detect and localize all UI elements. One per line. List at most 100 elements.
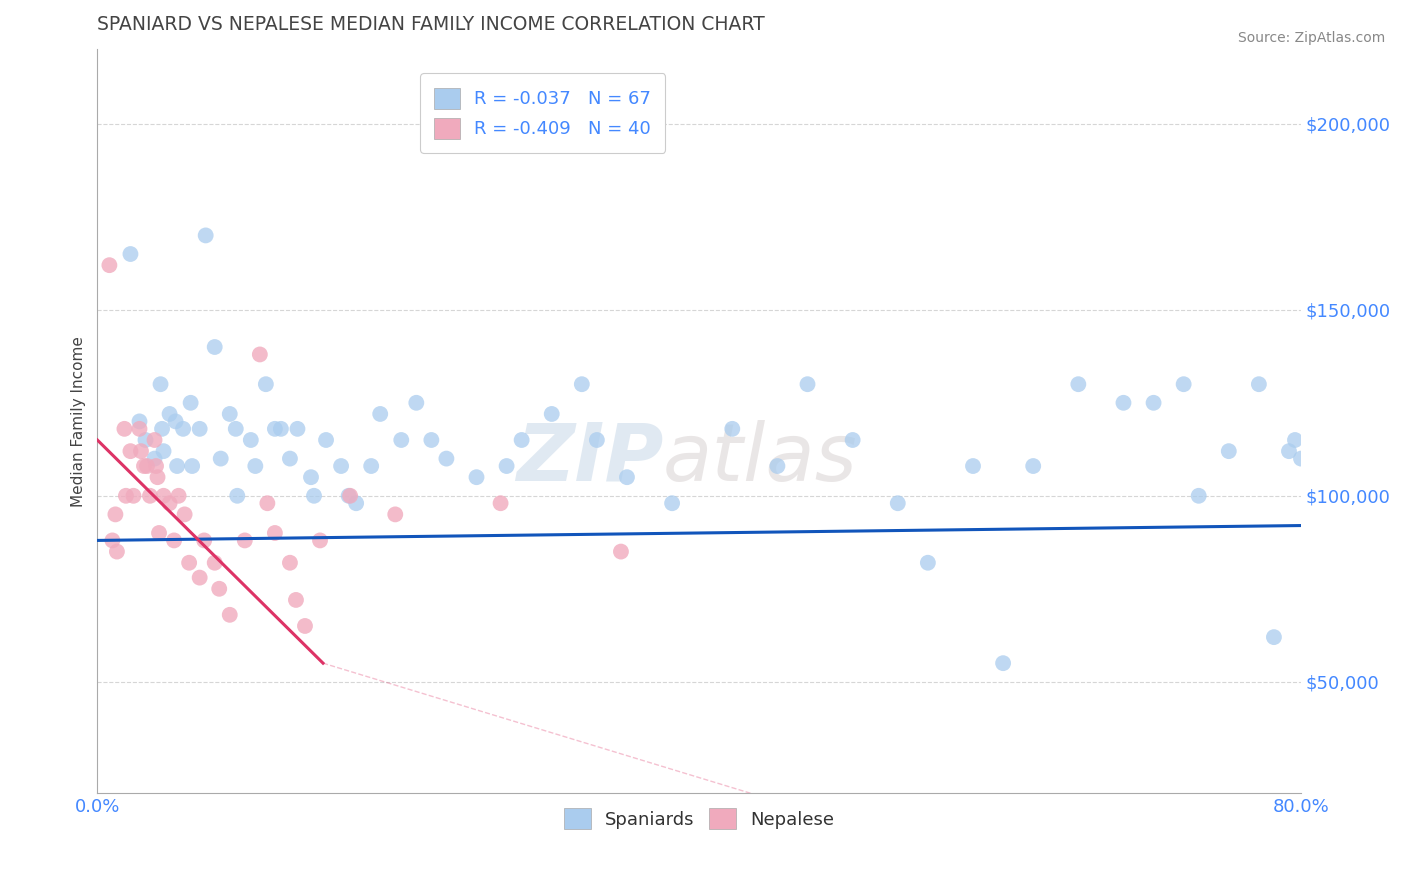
- Point: [167, 489, 190, 503]
- Point: [278, 556, 301, 570]
- Point: [256, 496, 278, 510]
- Point: [661, 496, 683, 510]
- Point: [1188, 489, 1211, 503]
- Point: [1247, 377, 1270, 392]
- Point: [841, 433, 863, 447]
- Point: [179, 556, 201, 570]
- Text: SPANIARD VS NEPALESE MEDIAN FAMILY INCOME CORRELATION CHART: SPANIARD VS NEPALESE MEDIAN FAMILY INCOM…: [97, 15, 765, 34]
- Point: [226, 489, 249, 503]
- Point: [129, 444, 152, 458]
- Point: [309, 533, 332, 548]
- Point: [420, 433, 443, 447]
- Point: [315, 433, 337, 447]
- Point: [101, 533, 124, 548]
- Point: [278, 451, 301, 466]
- Point: [225, 422, 247, 436]
- Point: [510, 433, 533, 447]
- Point: [264, 526, 287, 541]
- Point: [128, 414, 150, 428]
- Point: [209, 451, 232, 466]
- Point: [360, 458, 382, 473]
- Point: [887, 496, 910, 510]
- Point: [245, 458, 267, 473]
- Point: [1173, 377, 1195, 392]
- Point: [143, 433, 166, 447]
- Point: [991, 656, 1014, 670]
- Point: [218, 607, 240, 622]
- Point: [330, 458, 353, 473]
- Point: [173, 508, 195, 522]
- Point: [188, 571, 211, 585]
- Point: [136, 458, 159, 473]
- Point: [489, 496, 512, 510]
- Point: [302, 489, 325, 503]
- Point: [339, 489, 361, 503]
- Text: Source: ZipAtlas.com: Source: ZipAtlas.com: [1237, 31, 1385, 45]
- Point: [495, 458, 517, 473]
- Point: [344, 496, 367, 510]
- Point: [188, 422, 211, 436]
- Point: [208, 582, 231, 596]
- Point: [1289, 451, 1312, 466]
- Point: [1284, 433, 1306, 447]
- Point: [159, 496, 181, 510]
- Point: [181, 458, 204, 473]
- Point: [134, 433, 156, 447]
- Point: [962, 458, 984, 473]
- Y-axis label: Median Family Income: Median Family Income: [72, 336, 86, 507]
- Point: [115, 489, 138, 503]
- Point: [172, 422, 194, 436]
- Point: [917, 556, 939, 570]
- Point: [1218, 444, 1240, 458]
- Point: [436, 451, 458, 466]
- Point: [294, 619, 316, 633]
- Point: [159, 407, 181, 421]
- Point: [139, 489, 162, 503]
- Point: [1022, 458, 1045, 473]
- Point: [1067, 377, 1090, 392]
- Point: [586, 433, 609, 447]
- Point: [766, 458, 789, 473]
- Point: [721, 422, 744, 436]
- Point: [1142, 396, 1164, 410]
- Point: [264, 422, 287, 436]
- Point: [384, 508, 406, 522]
- Point: [120, 247, 142, 261]
- Point: [204, 340, 226, 354]
- Point: [122, 489, 145, 503]
- Point: [571, 377, 593, 392]
- Point: [610, 544, 633, 558]
- Point: [114, 422, 136, 436]
- Point: [1278, 444, 1301, 458]
- Point: [165, 414, 187, 428]
- Point: [337, 489, 360, 503]
- Point: [389, 433, 412, 447]
- Point: [143, 451, 166, 466]
- Point: [465, 470, 488, 484]
- Point: [616, 470, 638, 484]
- Point: [204, 556, 226, 570]
- Point: [180, 396, 202, 410]
- Point: [145, 458, 167, 473]
- Point: [163, 533, 186, 548]
- Point: [299, 470, 322, 484]
- Point: [1112, 396, 1135, 410]
- Point: [148, 526, 170, 541]
- Point: [152, 444, 174, 458]
- Legend: Spaniards, Nepalese: Spaniards, Nepalese: [557, 801, 842, 837]
- Point: [98, 258, 121, 272]
- Point: [233, 533, 256, 548]
- Point: [270, 422, 292, 436]
- Point: [287, 422, 309, 436]
- Point: [249, 347, 271, 361]
- Point: [150, 422, 173, 436]
- Point: [149, 377, 172, 392]
- Text: ZIP: ZIP: [516, 419, 664, 498]
- Point: [193, 533, 215, 548]
- Point: [152, 489, 174, 503]
- Point: [218, 407, 240, 421]
- Point: [284, 593, 307, 607]
- Text: atlas: atlas: [664, 419, 858, 498]
- Point: [104, 508, 127, 522]
- Point: [166, 458, 188, 473]
